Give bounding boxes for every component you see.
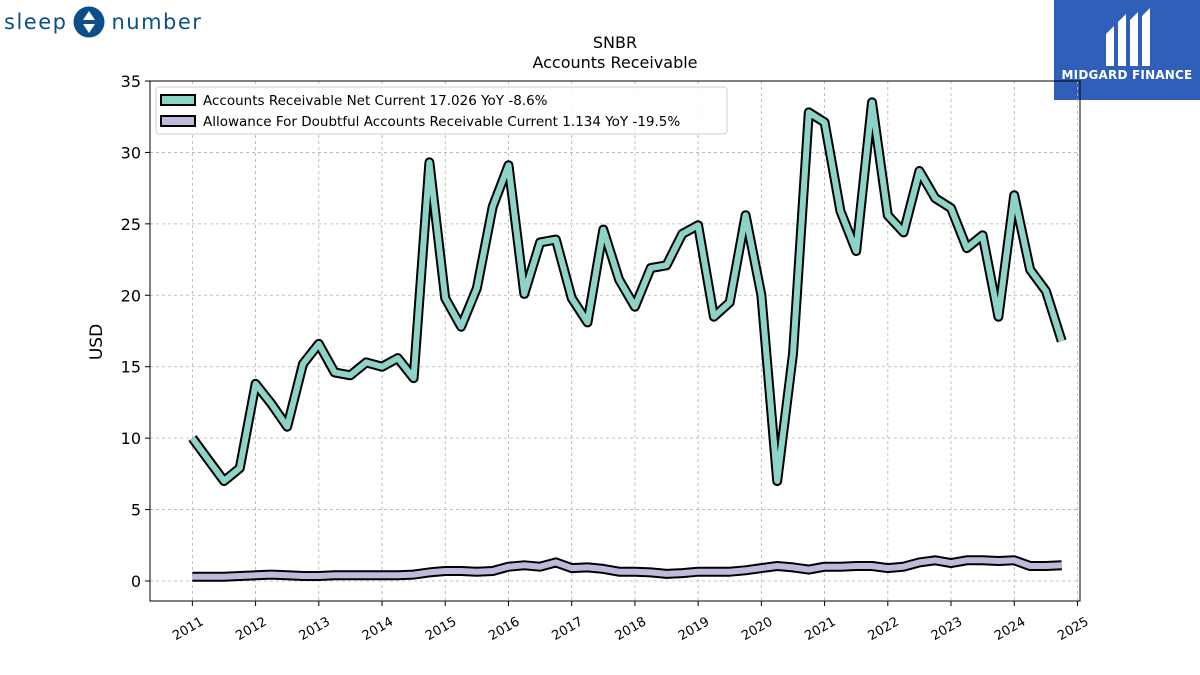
x-tick-label: 2020 bbox=[739, 614, 775, 644]
x-tick-label: 2021 bbox=[802, 614, 838, 644]
plot-frame bbox=[149, 80, 1081, 602]
y-axis-ticks: 0 5 10 15 20 25 30 35 bbox=[121, 72, 150, 591]
y-tick-label: 35 bbox=[121, 72, 141, 91]
x-tick-label: 2019 bbox=[676, 614, 712, 644]
x-axis-ticks: 2011 2012 2013 2014 2015 2016 2017 2018 2019 2020… bbox=[170, 601, 1091, 644]
x-tick-label: 2013 bbox=[297, 614, 333, 644]
legend-label-2: Allowance For Doubtful Accounts Receivab… bbox=[203, 114, 680, 130]
midgard-finance-icon bbox=[1106, 8, 1150, 66]
y-tick-label: 5 bbox=[131, 501, 141, 520]
x-tick-label: 2022 bbox=[866, 614, 902, 644]
series-lines bbox=[188, 97, 1067, 582]
y-tick-label: 20 bbox=[121, 286, 141, 305]
x-tick-label: 2015 bbox=[423, 614, 459, 644]
legend-swatch-2 bbox=[160, 115, 196, 127]
chart-title: SNBR bbox=[593, 33, 637, 52]
series-1-line bbox=[189, 99, 1065, 484]
legend-swatch-1 bbox=[160, 94, 196, 106]
sleep-number-logo: sleep number bbox=[4, 2, 202, 42]
legend-box bbox=[155, 86, 728, 135]
x-tick-label: 2023 bbox=[929, 614, 965, 644]
x-tick-label: 2014 bbox=[360, 614, 396, 644]
chart-subtitle: Accounts Receivable bbox=[532, 53, 697, 72]
y-tick-label: 10 bbox=[121, 429, 141, 448]
y-tick-label: 25 bbox=[121, 215, 141, 234]
x-tick-label: 2024 bbox=[992, 614, 1028, 644]
grid bbox=[150, 80, 1080, 601]
x-tick-label: 2017 bbox=[550, 614, 586, 644]
series-2-line bbox=[192, 557, 1062, 580]
sleep-number-icon bbox=[73, 6, 105, 38]
y-tick-label: 0 bbox=[131, 572, 141, 591]
x-tick-label: 2016 bbox=[486, 614, 522, 644]
logo-word-number: number bbox=[111, 10, 203, 34]
x-tick-label: 2012 bbox=[233, 614, 269, 644]
legend-label-1: Accounts Receivable Net Current 17.026 Y… bbox=[203, 93, 548, 109]
y-axis-label: USD bbox=[87, 324, 107, 360]
legend: Accounts Receivable Net Current 17.026 Y… bbox=[155, 86, 728, 135]
logo-word-sleep: sleep bbox=[4, 10, 68, 34]
x-tick-label: 2011 bbox=[170, 614, 206, 644]
midgard-finance-logo: MIDGARD FINANCE bbox=[1054, 0, 1200, 100]
x-tick-label: 2025 bbox=[1055, 614, 1091, 644]
x-tick-label: 2018 bbox=[613, 614, 649, 644]
y-tick-label: 15 bbox=[121, 358, 141, 377]
midgard-finance-wordmark: MIDGARD FINANCE bbox=[1061, 68, 1193, 82]
y-tick-label: 30 bbox=[121, 143, 141, 162]
